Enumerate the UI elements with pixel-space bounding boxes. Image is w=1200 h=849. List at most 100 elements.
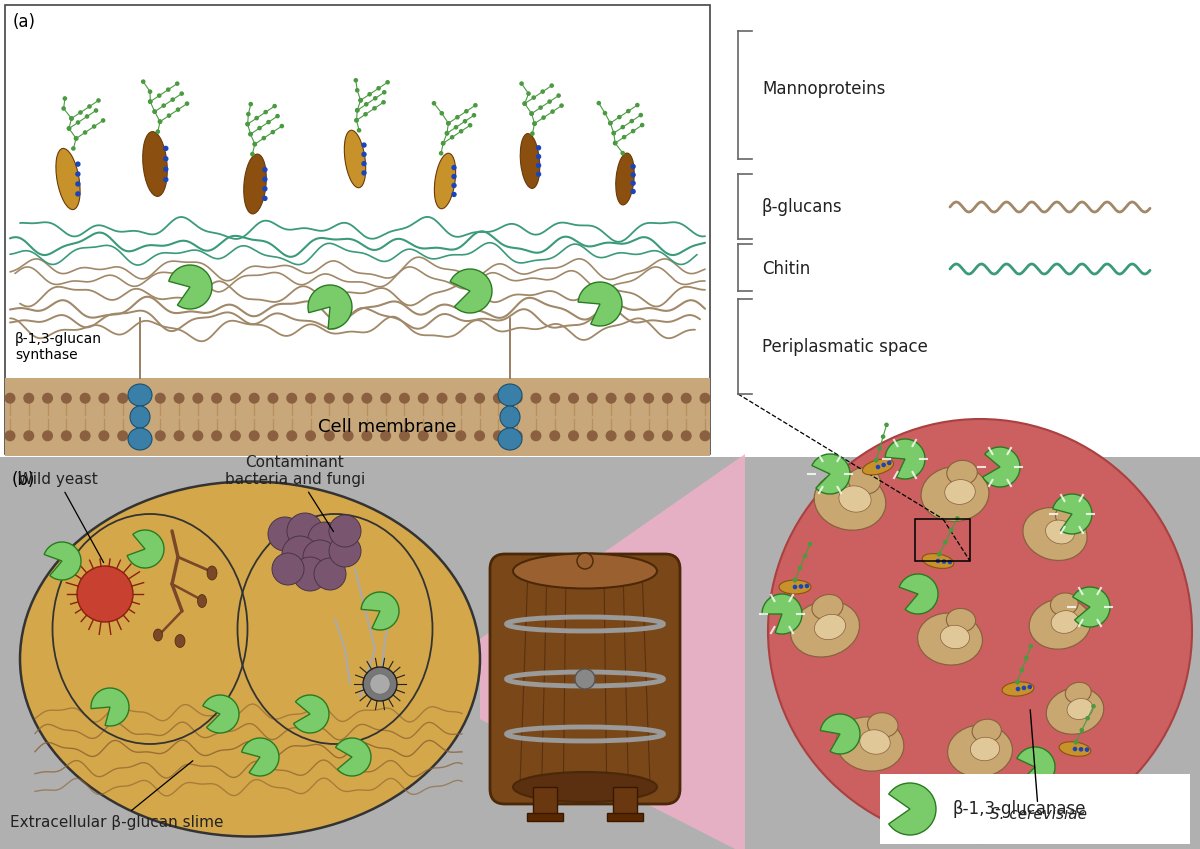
Circle shape: [246, 122, 250, 126]
Ellipse shape: [521, 133, 540, 188]
Circle shape: [76, 182, 80, 186]
Circle shape: [875, 458, 877, 462]
Circle shape: [536, 146, 540, 149]
Circle shape: [362, 152, 366, 156]
Circle shape: [588, 393, 598, 403]
Circle shape: [24, 431, 34, 441]
Circle shape: [329, 515, 361, 547]
Circle shape: [118, 393, 127, 403]
Circle shape: [314, 558, 346, 590]
Circle shape: [256, 116, 258, 120]
Circle shape: [464, 110, 468, 113]
Circle shape: [172, 98, 174, 101]
Circle shape: [76, 162, 80, 166]
Wedge shape: [889, 783, 936, 835]
Ellipse shape: [947, 609, 976, 632]
Circle shape: [302, 540, 337, 574]
Ellipse shape: [514, 554, 658, 588]
Ellipse shape: [514, 772, 658, 802]
Circle shape: [174, 393, 184, 403]
Circle shape: [77, 566, 133, 622]
Circle shape: [608, 121, 612, 125]
Circle shape: [84, 131, 86, 134]
Circle shape: [266, 121, 270, 124]
Ellipse shape: [1022, 508, 1087, 560]
Text: β-1,3-glucan
synthase: β-1,3-glucan synthase: [16, 332, 102, 362]
Ellipse shape: [498, 384, 522, 406]
Circle shape: [536, 163, 540, 167]
Ellipse shape: [500, 406, 520, 428]
Ellipse shape: [941, 625, 970, 649]
Circle shape: [452, 166, 456, 170]
Wedge shape: [91, 688, 128, 726]
Circle shape: [536, 155, 540, 159]
Circle shape: [250, 431, 259, 441]
Circle shape: [445, 132, 449, 135]
Circle shape: [606, 431, 616, 441]
Circle shape: [380, 393, 390, 403]
Circle shape: [623, 136, 625, 138]
Circle shape: [156, 130, 160, 133]
Circle shape: [253, 143, 257, 146]
Circle shape: [1020, 668, 1024, 672]
Circle shape: [343, 393, 353, 403]
Circle shape: [77, 121, 79, 124]
Circle shape: [97, 98, 100, 102]
Circle shape: [701, 393, 710, 403]
Circle shape: [636, 104, 638, 107]
Circle shape: [362, 171, 366, 175]
Circle shape: [1092, 705, 1096, 708]
Circle shape: [455, 126, 457, 129]
Circle shape: [80, 393, 90, 403]
Circle shape: [618, 115, 620, 119]
Circle shape: [948, 560, 952, 564]
Circle shape: [364, 667, 397, 701]
Circle shape: [373, 107, 376, 110]
Wedge shape: [294, 695, 329, 733]
Circle shape: [271, 131, 275, 133]
Circle shape: [936, 559, 940, 563]
Circle shape: [248, 132, 252, 136]
Circle shape: [943, 541, 947, 544]
Circle shape: [355, 88, 359, 92]
Circle shape: [154, 110, 156, 113]
Circle shape: [793, 578, 797, 582]
Circle shape: [230, 393, 240, 403]
Circle shape: [250, 103, 252, 106]
Circle shape: [193, 393, 203, 403]
Bar: [880, 774, 1190, 844]
Circle shape: [364, 113, 367, 115]
Bar: [527, 813, 563, 821]
Circle shape: [142, 80, 145, 83]
Polygon shape: [480, 454, 745, 849]
Circle shape: [532, 393, 541, 403]
Circle shape: [625, 393, 635, 403]
Circle shape: [230, 431, 240, 441]
Ellipse shape: [918, 613, 983, 665]
Circle shape: [1086, 717, 1090, 720]
Circle shape: [156, 431, 166, 441]
Circle shape: [452, 193, 456, 196]
Circle shape: [798, 566, 802, 570]
Circle shape: [362, 161, 366, 166]
Circle shape: [612, 132, 616, 135]
Circle shape: [419, 393, 428, 403]
Ellipse shape: [836, 717, 904, 771]
Circle shape: [5, 393, 14, 403]
Circle shape: [532, 431, 541, 441]
Wedge shape: [1073, 587, 1110, 627]
Circle shape: [149, 100, 152, 104]
Circle shape: [450, 136, 454, 139]
Circle shape: [446, 121, 450, 125]
Ellipse shape: [130, 406, 150, 428]
Text: Extracellular β-glucan slime: Extracellular β-glucan slime: [10, 761, 223, 830]
Circle shape: [274, 104, 276, 108]
Ellipse shape: [344, 130, 366, 188]
Circle shape: [452, 175, 456, 178]
Bar: [607, 813, 643, 821]
Circle shape: [158, 120, 162, 123]
Circle shape: [1028, 685, 1032, 689]
Circle shape: [251, 153, 254, 155]
Circle shape: [359, 98, 362, 102]
Circle shape: [533, 122, 536, 125]
